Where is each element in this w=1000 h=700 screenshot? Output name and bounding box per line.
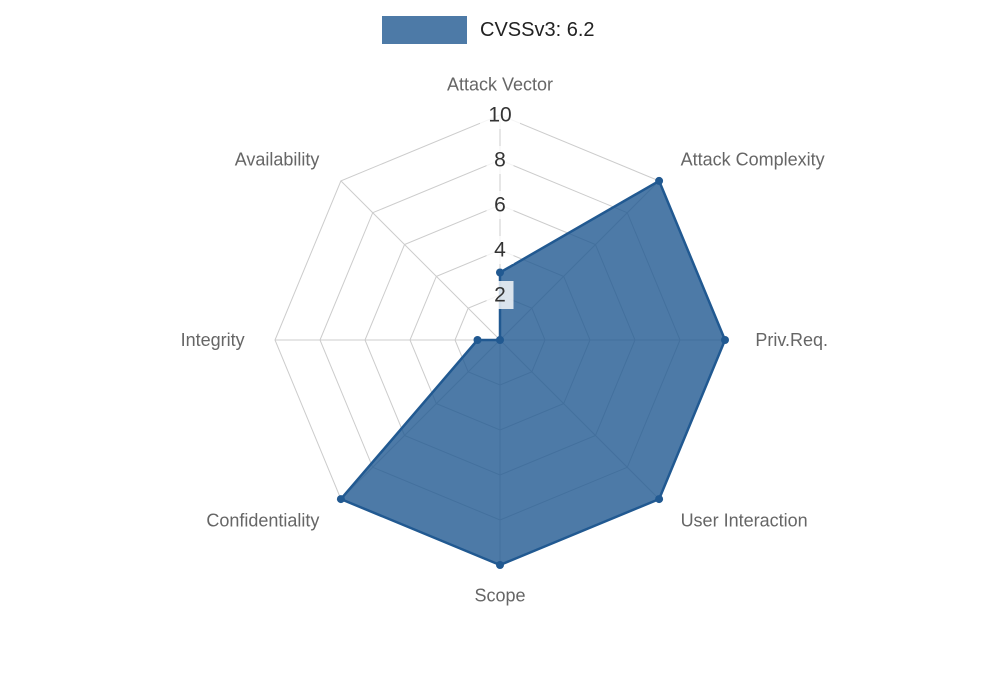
- tick-label-bg: [486, 146, 514, 174]
- series-point[interactable]: [655, 495, 664, 504]
- axis-label: Attack Complexity: [681, 149, 825, 169]
- series-point[interactable]: [496, 561, 504, 569]
- legend-label: CVSSv3: 6.2: [480, 18, 595, 41]
- grid-spoke: [340, 180, 501, 341]
- axis-label: Availability: [235, 149, 320, 169]
- tick-label: 6: [494, 194, 506, 217]
- axis-label: Confidentiality: [206, 511, 319, 531]
- series-point[interactable]: [473, 336, 482, 344]
- legend-item-cvssv3[interactable]: CVSSv3: 6.2: [382, 16, 595, 44]
- tick-label: 8: [494, 149, 506, 172]
- tick-label: 2: [494, 284, 506, 307]
- axis-label: User Interaction: [681, 511, 808, 531]
- tick-label-bg: [480, 101, 520, 129]
- legend-swatch: [382, 16, 467, 44]
- series-point[interactable]: [496, 336, 504, 344]
- axis-label: Priv.Req.: [755, 330, 828, 350]
- tick-label-bg: [486, 236, 514, 264]
- tick-label-bg: [486, 191, 514, 219]
- series-point[interactable]: [496, 268, 504, 277]
- axis-label: Attack Vector: [447, 75, 553, 95]
- series-point[interactable]: [336, 495, 345, 504]
- axis-label: Scope: [474, 585, 525, 605]
- tick-label: 4: [494, 239, 506, 262]
- tick-label: 10: [488, 104, 511, 127]
- axis-label: Integrity: [181, 330, 245, 350]
- series-point[interactable]: [655, 176, 664, 185]
- series-point[interactable]: [721, 336, 729, 344]
- tick-label-bg: [486, 281, 514, 309]
